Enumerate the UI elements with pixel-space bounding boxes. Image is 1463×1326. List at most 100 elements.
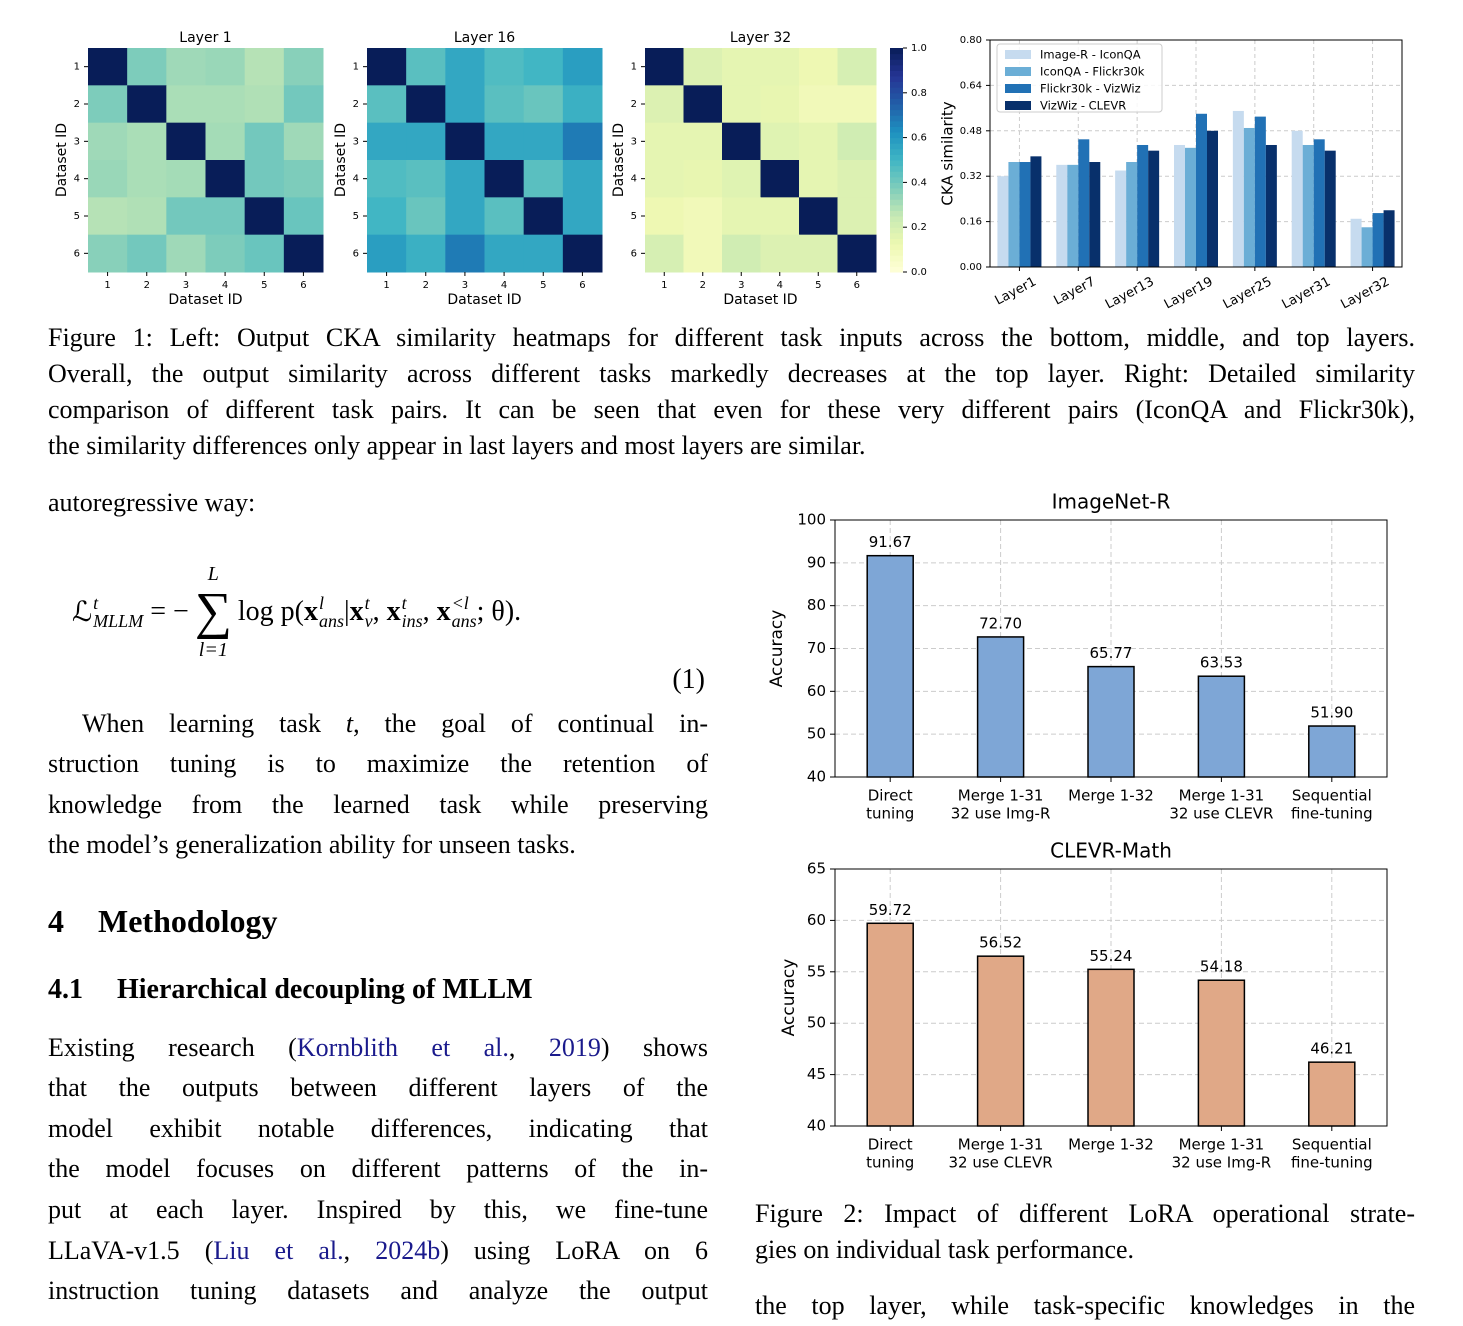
y-tick-label: 0.32 — [960, 171, 982, 182]
y-tick-label: 0.64 — [960, 80, 982, 91]
y-tick-label: 0.80 — [960, 35, 982, 46]
y-tick-label: 4 — [631, 174, 637, 185]
eq-base: x — [386, 596, 401, 627]
bar — [997, 176, 1009, 267]
y-tick-label: 6 — [353, 248, 359, 259]
citation-link[interactable]: Kornblith et al. — [296, 1032, 509, 1062]
text: Overall, the output similarity across di… — [48, 359, 1415, 388]
y-tick-label: 5 — [353, 211, 359, 222]
x-tick-label: 32 use CLEVR — [949, 1154, 1053, 1172]
heatmap-cell — [562, 197, 603, 236]
heatmap-title: Layer 32 — [730, 30, 791, 46]
y-tick-label: 100 — [797, 511, 826, 529]
text-block: the top layer, while task-specific knowl… — [755, 1286, 1415, 1326]
heatmap-cell — [127, 160, 167, 198]
legend-swatch — [1005, 50, 1031, 59]
eq-scripts: <l ans — [452, 594, 477, 630]
bar — [1243, 127, 1255, 268]
text-block: Figure 2: Impact of different LoRA opera… — [755, 1196, 1415, 1268]
heatmap-cell — [645, 85, 684, 124]
x-tick-label: 5 — [261, 280, 267, 291]
x-tick-label: Layer25 — [1221, 274, 1275, 312]
text: instruction tuning datasets and analyze … — [48, 1276, 708, 1306]
colorbar-step — [890, 81, 903, 88]
text-line: LLaVA-v1.5 (Liu et al., 2024b) using LoR… — [48, 1231, 708, 1272]
text-block: When learning task t, the goal of contin… — [48, 704, 708, 866]
colorbar-step — [890, 238, 903, 245]
heatmap-cell — [283, 234, 324, 273]
text-line: Figure 1: Left: Output CKA similarity he… — [48, 320, 1415, 356]
value-label: 59.72 — [869, 901, 912, 919]
heatmap-cell — [799, 160, 838, 198]
citation-link[interactable]: 2024b — [375, 1235, 441, 1265]
x-tick-label: Merge 1-32 — [1068, 1136, 1154, 1154]
heatmap-cell — [205, 234, 246, 273]
heatmap-cell — [283, 85, 324, 124]
bar — [1185, 147, 1196, 267]
heatmap-cell — [205, 160, 246, 198]
legend-label: Flickr30k - VizWiz — [1040, 82, 1141, 96]
heatmap-cell — [562, 122, 603, 161]
bar — [1324, 150, 1336, 267]
heatmap-cell — [445, 197, 485, 236]
x-tick-label: Sequential — [1292, 787, 1372, 805]
colorbar-step — [890, 104, 903, 111]
text-line: model exhibit notable differences, indic… — [48, 1109, 708, 1150]
eq-sup: <l — [451, 593, 469, 613]
heatmap-cell — [445, 160, 485, 198]
x-tick-label: Layer13 — [1103, 274, 1157, 312]
y-tick-label: 1 — [353, 62, 359, 73]
heatmap-cell — [562, 234, 603, 273]
heatmap-cell — [166, 197, 206, 236]
heatmap-cell — [722, 234, 761, 273]
y-tick-label: 1 — [74, 62, 80, 73]
heatmap-cell — [484, 197, 525, 236]
eq-base: log p( — [237, 596, 304, 627]
heatmap-cell — [127, 122, 167, 161]
text-line: Figure 2: Impact of different LoRA opera… — [755, 1196, 1415, 1232]
x-tick-label: tuning — [866, 805, 914, 823]
heatmap-cell — [760, 85, 800, 124]
y-axis-label: Dataset ID — [333, 123, 349, 197]
text: LLaVA-v1.5 ( — [48, 1235, 214, 1265]
x-tick-label: Merge 1-32 — [1068, 787, 1154, 805]
citation-link[interactable]: 2019 — [548, 1032, 601, 1062]
eq-sub: ins — [401, 611, 423, 631]
heading: 4.1 Hierarchical decoupling of MLLM — [48, 974, 533, 1006]
x-tick-label: Layer19 — [1162, 274, 1216, 312]
x-tick-label: Layer7 — [1051, 274, 1097, 308]
colorbar-step — [890, 48, 903, 55]
y-axis-label: Dataset ID — [611, 123, 627, 197]
heatmap-cell — [283, 197, 324, 236]
text: ) shows — [600, 1032, 709, 1062]
x-tick-label: 3 — [183, 280, 189, 291]
eq-sub: MLLM — [93, 611, 144, 631]
bar — [1078, 139, 1090, 267]
text: Figure 2: Impact of different LoRA opera… — [755, 1199, 1415, 1228]
heatmap-cell — [406, 197, 446, 236]
heatmap-cell — [645, 48, 684, 86]
heatmap-cell — [837, 197, 877, 236]
colorbar-step — [890, 204, 903, 211]
bar — [1350, 218, 1362, 267]
x-tick-label: 5 — [815, 280, 821, 291]
bar — [1207, 130, 1218, 267]
colorbar-step — [890, 188, 903, 195]
heatmap-cell — [205, 48, 246, 86]
heatmap-cell — [523, 197, 564, 236]
text-line: the model focuses on different patterns … — [48, 1149, 708, 1190]
text-line: autoregressive way: — [48, 483, 708, 523]
colorbar-tick-label: 0.2 — [911, 222, 927, 233]
eq-scripts: t ins — [402, 594, 423, 630]
heatmap-cell — [837, 234, 877, 273]
y-tick-label: 90 — [807, 553, 826, 571]
heatmap-cell — [523, 48, 564, 86]
bar — [976, 636, 1025, 778]
y-tick-label: 0.16 — [960, 217, 982, 228]
x-tick-label: 2 — [423, 280, 429, 291]
heatmap-cell — [799, 197, 838, 236]
text-line: Overall, the output similarity across di… — [48, 356, 1415, 392]
citation-link[interactable]: Liu et al. — [213, 1235, 344, 1265]
text: the top layer, while task-specific knowl… — [755, 1290, 1415, 1320]
